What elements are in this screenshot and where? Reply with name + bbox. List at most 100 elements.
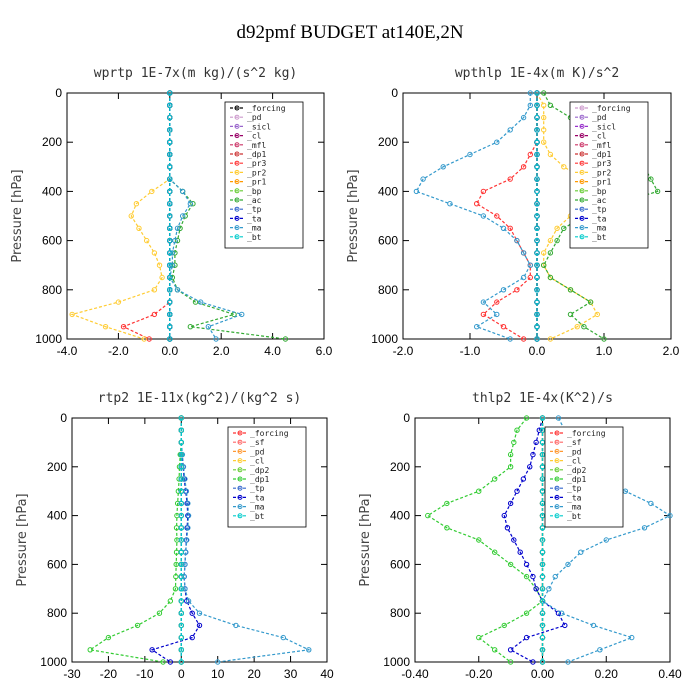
data-point xyxy=(156,262,163,268)
legend-marker xyxy=(234,234,240,240)
data-point xyxy=(534,225,540,232)
legend-entry: _forcing xyxy=(250,429,289,438)
x-tick-label: 0.40 xyxy=(658,667,682,681)
data-point xyxy=(520,250,527,256)
x-tick-label: 1.0 xyxy=(596,344,613,358)
data-point xyxy=(517,549,523,555)
data-point xyxy=(143,237,150,244)
data-point xyxy=(527,464,533,470)
data-point xyxy=(534,262,540,268)
data-point xyxy=(514,237,520,244)
legend-entry: _ta xyxy=(247,214,262,223)
data-point xyxy=(196,610,203,616)
legend: _forcing_pd_sicl_cl_mfl_dp1_pr3_pr2_pr1_… xyxy=(569,101,649,249)
data-point xyxy=(444,525,450,531)
data-point xyxy=(534,102,540,109)
legend: _forcing_sf_pd_cl_dp2_dp1_tp_ta_ma_bt xyxy=(544,426,624,528)
data-point xyxy=(520,336,527,342)
y-tick-label: 0 xyxy=(60,411,67,425)
data-point xyxy=(491,476,498,482)
data-point xyxy=(520,114,527,121)
data-point xyxy=(178,622,184,629)
data-point xyxy=(507,451,514,458)
data-point xyxy=(507,647,514,653)
x-tick-label: 0.0 xyxy=(161,344,178,358)
x-tick-label: 30 xyxy=(284,667,298,681)
legend-marker xyxy=(237,467,243,473)
data-point xyxy=(562,622,568,629)
data-point xyxy=(523,415,530,421)
data-point xyxy=(178,537,184,543)
data-point xyxy=(527,102,533,109)
legend-marker xyxy=(234,142,240,148)
y-tick-label: 600 xyxy=(42,234,62,248)
x-tick-label: -2.0 xyxy=(393,344,414,358)
legend-entry: _bp xyxy=(247,187,262,196)
data-point xyxy=(178,415,184,421)
x-tick-label: -20 xyxy=(100,667,118,681)
data-point xyxy=(167,250,173,256)
legend-marker xyxy=(237,439,243,445)
data-point xyxy=(501,622,507,629)
chart-panel-2: wpthlp 1E-4x(m K)/s^2 Pressure [hPa] -2.0 -… xyxy=(346,66,680,358)
legend-marker xyxy=(234,114,240,120)
data-point xyxy=(539,622,546,629)
data-point xyxy=(167,139,173,145)
data-point xyxy=(178,500,184,507)
legend-marker xyxy=(237,513,243,519)
y-tick-label: 400 xyxy=(47,509,67,523)
legend-entry: _bt xyxy=(567,512,582,521)
data-point xyxy=(581,324,587,330)
x-tick-label: -0.20 xyxy=(465,667,493,681)
series-line-pr3 xyxy=(122,93,171,340)
data-point xyxy=(167,201,173,207)
data-point xyxy=(187,201,194,207)
data-point xyxy=(178,561,184,568)
series-line-dp1 xyxy=(426,417,544,663)
data-point xyxy=(159,274,165,281)
x-tick-label: -30 xyxy=(63,667,81,681)
data-point xyxy=(151,311,158,318)
data-point xyxy=(178,488,184,494)
data-point xyxy=(167,324,173,330)
data-point xyxy=(541,102,547,109)
data-point xyxy=(167,274,173,281)
legend-marker xyxy=(234,197,240,203)
data-point xyxy=(169,250,176,256)
data-point xyxy=(178,476,184,482)
data-point xyxy=(541,139,547,145)
x-tick-label: -4.0 xyxy=(57,344,78,358)
data-point xyxy=(141,336,147,342)
data-point xyxy=(527,151,533,158)
legend: _forcing_pd_sicl_cl_mfl_dp1_pr3_pr2_pr1_… xyxy=(224,101,304,249)
data-point xyxy=(541,250,547,256)
data-point xyxy=(178,451,184,458)
legend-entry: _ma xyxy=(567,503,582,512)
data-point xyxy=(534,336,540,342)
data-point xyxy=(534,127,540,133)
data-point xyxy=(425,512,431,519)
data-point xyxy=(178,634,184,641)
data-point xyxy=(574,324,580,330)
data-point xyxy=(189,610,195,616)
data-point xyxy=(185,500,191,507)
legend-entry: _ma xyxy=(250,503,265,512)
legend-entry: _cl xyxy=(250,457,265,466)
data-point xyxy=(561,225,567,232)
data-point xyxy=(474,324,480,330)
data-point xyxy=(178,439,184,446)
x-tick-label: 0.0 xyxy=(529,344,546,358)
data-point xyxy=(182,561,188,568)
data-point xyxy=(536,427,543,433)
data-point xyxy=(500,225,507,232)
legend-marker xyxy=(234,215,240,221)
legend-marker xyxy=(554,494,560,500)
data-point xyxy=(527,90,533,96)
y-tick-label: 400 xyxy=(390,509,410,523)
legend-entry: _tp xyxy=(250,484,265,493)
x-tick-label: -1.0 xyxy=(460,344,481,358)
legend-marker xyxy=(579,160,585,166)
legend-marker xyxy=(234,160,240,166)
legend-entry: _pr1 xyxy=(247,178,266,187)
legend-marker xyxy=(554,476,560,482)
